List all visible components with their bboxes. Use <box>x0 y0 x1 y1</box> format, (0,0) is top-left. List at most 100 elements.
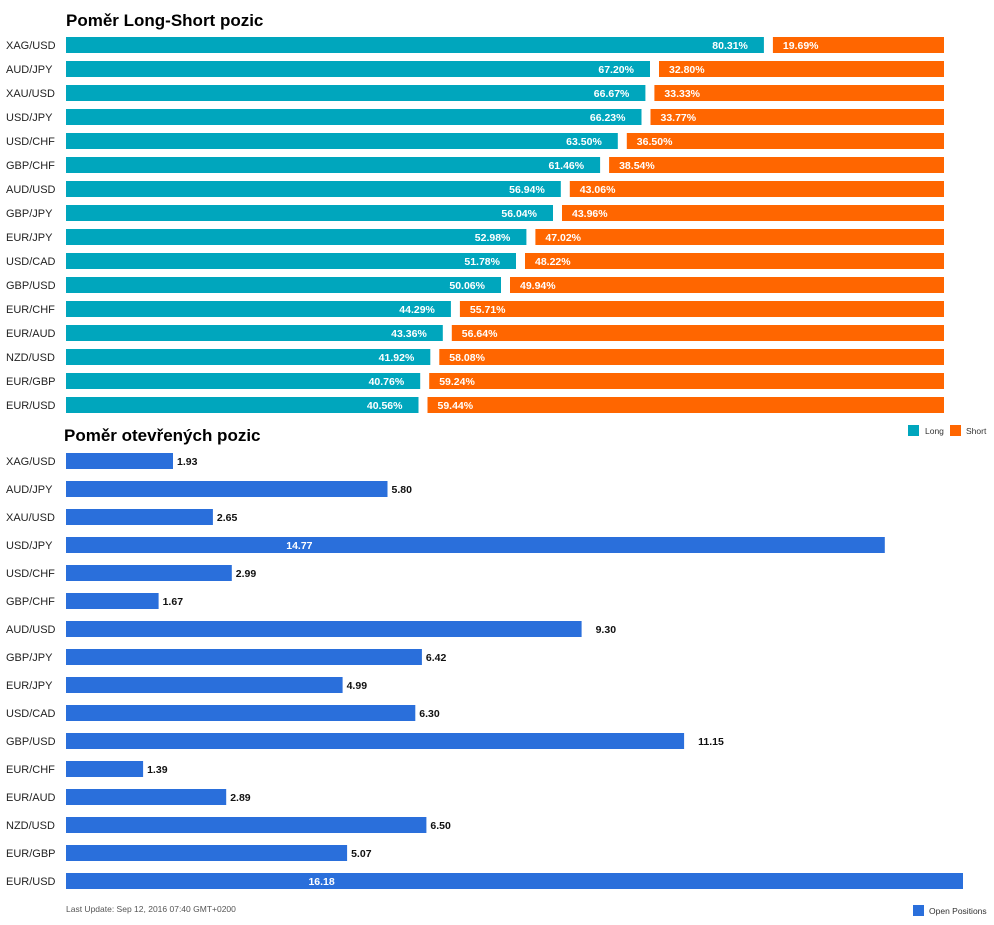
category-label-open-gbp-jpy: GBP/JPY <box>6 652 53 664</box>
data-label-open-usd-jpy: 14.77 <box>286 540 312 552</box>
data-label-short-usd-cad: 48.22% <box>535 256 571 268</box>
category-label-open-usd-chf: USD/CHF <box>6 568 55 580</box>
category-label-nzd-usd: NZD/USD <box>6 352 55 364</box>
legend-swatch-long <box>908 425 919 436</box>
data-label-short-eur-usd: 59.44% <box>438 400 474 412</box>
data-label-long-xau-usd: 66.67% <box>594 88 630 100</box>
data-label-short-usd-jpy: 33.77% <box>661 112 697 124</box>
category-label-open-usd-jpy: USD/JPY <box>6 540 53 552</box>
data-label-long-eur-aud: 43.36% <box>391 328 427 340</box>
category-label-open-nzd-usd: NZD/USD <box>6 820 55 832</box>
data-label-long-gbp-chf: 61.46% <box>548 160 584 172</box>
data-label-open-gbp-chf: 1.67 <box>163 596 184 608</box>
bar-long-xau-usd <box>66 85 646 101</box>
data-label-short-xag-usd: 19.69% <box>783 40 819 52</box>
data-label-long-usd-jpy: 66.23% <box>590 112 626 124</box>
bar-open-xau-usd <box>66 509 213 525</box>
legend-long-short: Long Short <box>908 425 987 436</box>
category-label-open-gbp-usd: GBP/USD <box>6 736 56 748</box>
data-label-short-usd-chf: 36.50% <box>637 136 673 148</box>
data-label-short-eur-jpy: 47.02% <box>545 232 581 244</box>
bar-open-eur-gbp <box>66 845 348 861</box>
bar-open-gbp-usd <box>66 733 685 749</box>
bar-long-aud-jpy <box>66 61 650 77</box>
data-label-short-aud-usd: 43.06% <box>580 184 616 196</box>
data-label-open-aud-usd: 9.30 <box>596 624 617 636</box>
data-label-long-xag-usd: 80.31% <box>712 40 748 52</box>
bar-long-usd-chf <box>66 133 618 149</box>
data-label-open-usd-chf: 2.99 <box>236 568 257 580</box>
category-label-open-eur-usd: EUR/USD <box>6 876 56 888</box>
legend-open-positions: Open Positions <box>913 905 987 916</box>
bar-short-gbp-chf <box>609 157 944 173</box>
data-label-short-gbp-usd: 49.94% <box>520 280 556 292</box>
data-label-long-eur-jpy: 52.98% <box>475 232 511 244</box>
data-label-short-eur-aud: 56.64% <box>462 328 498 340</box>
category-label-open-eur-chf: EUR/CHF <box>6 764 55 776</box>
bar-open-aud-usd <box>66 621 582 637</box>
data-label-long-aud-usd: 56.94% <box>509 184 545 196</box>
last-update-text: Last Update: Sep 12, 2016 07:40 GMT+0200 <box>66 904 236 914</box>
bar-open-usd-cad <box>66 705 416 721</box>
bar-open-eur-chf <box>66 761 144 777</box>
bar-open-nzd-usd <box>66 817 427 833</box>
data-label-short-xau-usd: 33.33% <box>664 88 700 100</box>
category-label-usd-cad: USD/CAD <box>6 256 56 268</box>
bar-long-usd-jpy <box>66 109 642 125</box>
legend-label-open-positions: Open Positions <box>929 906 987 916</box>
data-label-long-gbp-jpy: 56.04% <box>501 208 537 220</box>
data-label-open-eur-usd: 16.18 <box>308 876 334 888</box>
bar-short-gbp-usd <box>510 277 944 293</box>
category-label-open-usd-cad: USD/CAD <box>6 708 56 720</box>
category-label-xau-usd: XAU/USD <box>6 88 55 100</box>
bar-short-usd-chf <box>626 133 944 149</box>
data-label-open-aud-jpy: 5.80 <box>392 484 413 496</box>
open-positions-chart: XAG/USD 1.93 AUD/JPY 5.80 XAU/USD 2.65 USD/JPY… <box>6 453 963 889</box>
long-short-chart: XAG/USD 80.31% 19.69% AUD/JPY 67.20% 32.80% XA… <box>6 37 944 413</box>
category-label-open-xau-usd: XAU/USD <box>6 512 55 524</box>
category-label-gbp-jpy: GBP/JPY <box>6 208 53 220</box>
data-label-open-eur-aud: 2.89 <box>230 792 251 804</box>
bar-long-gbp-usd <box>66 277 501 293</box>
bar-short-aud-jpy <box>659 61 944 77</box>
legend-swatch-short <box>950 425 961 436</box>
data-label-short-eur-chf: 55.71% <box>470 304 506 316</box>
bar-open-gbp-chf <box>66 593 159 609</box>
data-label-short-eur-gbp: 59.24% <box>439 376 475 388</box>
bar-short-nzd-usd <box>439 349 944 365</box>
bar-short-gbp-jpy <box>562 205 944 221</box>
bar-open-usd-chf <box>66 565 232 581</box>
category-label-eur-chf: EUR/CHF <box>6 304 55 316</box>
bar-long-gbp-chf <box>66 157 601 173</box>
bar-short-eur-jpy <box>535 229 944 245</box>
bar-short-eur-gbp <box>429 373 944 389</box>
data-label-long-usd-cad: 51.78% <box>464 256 500 268</box>
category-label-usd-chf: USD/CHF <box>6 136 55 148</box>
data-label-open-eur-gbp: 5.07 <box>351 848 372 860</box>
category-label-xag-usd: XAG/USD <box>6 40 56 52</box>
bar-open-eur-usd <box>66 873 963 889</box>
bar-long-eur-jpy <box>66 229 527 245</box>
category-label-open-eur-jpy: EUR/JPY <box>6 680 53 692</box>
bar-open-eur-aud <box>66 789 227 805</box>
category-label-usd-jpy: USD/JPY <box>6 112 53 124</box>
bar-long-eur-chf <box>66 301 451 317</box>
data-label-long-eur-gbp: 40.76% <box>369 376 405 388</box>
data-label-open-nzd-usd: 6.50 <box>430 820 451 832</box>
category-label-eur-usd: EUR/USD <box>6 400 56 412</box>
bar-long-gbp-jpy <box>66 205 553 221</box>
data-label-long-usd-chf: 63.50% <box>566 136 602 148</box>
data-label-long-aud-jpy: 67.20% <box>598 64 634 76</box>
data-label-open-eur-chf: 1.39 <box>147 764 168 776</box>
category-label-gbp-chf: GBP/CHF <box>6 160 55 172</box>
data-label-open-eur-jpy: 4.99 <box>347 680 368 692</box>
bar-long-xag-usd <box>66 37 764 53</box>
category-label-open-aud-usd: AUD/USD <box>6 624 56 636</box>
data-label-short-nzd-usd: 58.08% <box>449 352 485 364</box>
bar-short-eur-usd <box>427 397 944 413</box>
category-label-open-xag-usd: XAG/USD <box>6 456 56 468</box>
data-label-short-gbp-jpy: 43.96% <box>572 208 608 220</box>
legend-label-short: Short <box>966 426 987 436</box>
category-label-eur-jpy: EUR/JPY <box>6 232 53 244</box>
